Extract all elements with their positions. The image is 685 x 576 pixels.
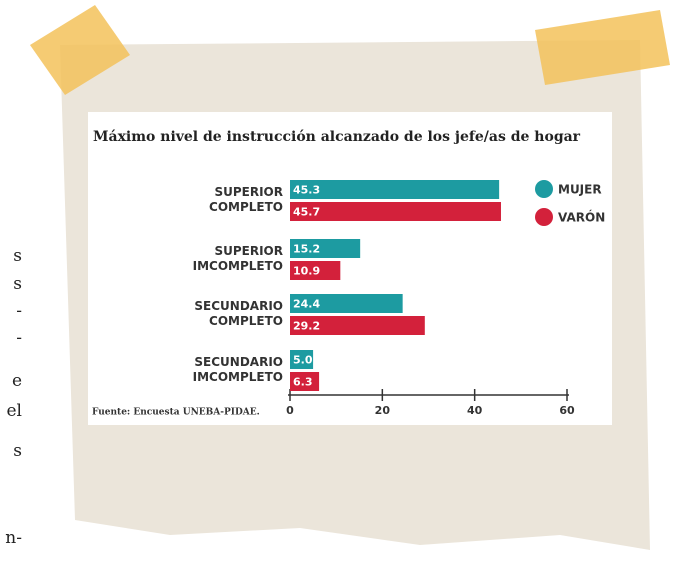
bar — [290, 294, 403, 313]
x-tick-label: 0 — [286, 404, 294, 417]
bar — [290, 350, 314, 369]
bar — [290, 316, 425, 335]
y-tick-label: SECUNDARIO IMCOMPLETO — [192, 355, 283, 384]
value-label: 24.4 — [293, 298, 320, 311]
side-text: s — [13, 441, 22, 461]
chart-title: Máximo nivel de instrucción alcanzado de… — [93, 129, 581, 145]
side-text: s — [13, 246, 22, 266]
chart-area — [88, 112, 612, 425]
x-tick-label: 40 — [467, 404, 483, 417]
value-label: 10.9 — [293, 265, 320, 278]
side-text: - — [16, 328, 22, 348]
side-text: - — [16, 301, 22, 321]
x-tick-label: 60 — [559, 404, 575, 417]
y-tick-label: SECUNDARIO COMPLETO — [194, 299, 283, 328]
value-label: 6.3 — [293, 376, 313, 389]
legend-label: MUJER — [558, 183, 602, 197]
legend-label: VARÓN — [558, 210, 605, 225]
side-text: el — [6, 401, 23, 421]
legend-swatch — [535, 180, 553, 198]
value-label: 29.2 — [293, 320, 320, 333]
value-label: 45.3 — [293, 184, 320, 197]
bar — [290, 202, 501, 221]
source: Fuente: Encuesta UNEBA-PIDAE. — [92, 408, 260, 418]
value-label: 45.7 — [293, 206, 320, 219]
y-tick-label: SUPERIOR COMPLETO — [209, 185, 283, 214]
bar — [290, 372, 320, 391]
bar — [290, 239, 361, 258]
tape — [30, 5, 130, 95]
side-text: e — [11, 371, 22, 391]
y-tick-label: SUPERIOR IMCOMPLETO — [192, 244, 283, 273]
x-tick-label: 20 — [375, 404, 391, 417]
value-label: 15.2 — [293, 243, 320, 256]
side-text: n- — [5, 528, 22, 548]
value-label: 5.0 — [293, 354, 313, 367]
tape — [535, 10, 670, 85]
side-text: s — [13, 274, 22, 294]
bar — [290, 261, 341, 280]
bar — [290, 180, 500, 199]
legend-swatch — [535, 208, 553, 226]
